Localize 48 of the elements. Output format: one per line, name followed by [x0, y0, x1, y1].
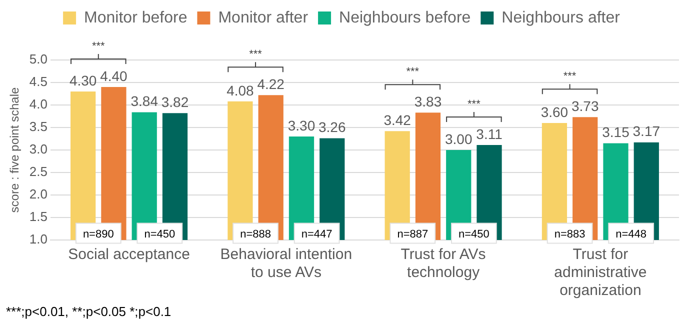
x-tick-label: Social acceptance: [68, 246, 190, 264]
y-tick-label: 3.0: [29, 142, 48, 157]
data-label: 3.42: [384, 112, 412, 128]
annotation: n=883: [554, 228, 586, 240]
data-label: 3.00: [444, 130, 472, 147]
legend-label: Neighbours before: [339, 9, 471, 26]
data-label: 4.40: [100, 68, 128, 84]
data-label: 3.11: [476, 126, 503, 142]
x-tick-label: Trust for AVs technology: [400, 246, 486, 282]
data-label: 3.60: [540, 104, 568, 120]
data-label: 3.30: [288, 117, 316, 134]
annotation: ***: [406, 66, 420, 78]
annotation: ***: [468, 98, 482, 111]
annotation: n=447: [301, 228, 332, 240]
legend-label: Monitor before: [84, 9, 188, 26]
data-label: 3.84: [130, 93, 158, 110]
y-tick-label: 2.0: [29, 186, 48, 202]
x-tick-label: Trust for administrative organization: [554, 246, 647, 300]
annotation: ***: [249, 48, 263, 61]
y-tick-label: 5.0: [29, 52, 48, 67]
y-tick-label: 3.5: [29, 119, 48, 134]
text: ***: [92, 40, 106, 53]
y-tick-label: 1.0: [29, 232, 48, 247]
x-tick-label: Behavioral intention to use AVs: [220, 246, 352, 282]
data-label: 3.83: [414, 94, 442, 110]
data-label: 4.08: [226, 82, 254, 98]
annotation: n=890: [82, 228, 114, 240]
y-tick-label: 4.5: [29, 74, 48, 90]
data-label: 3.17: [632, 123, 660, 140]
data-label: 3.82: [161, 94, 189, 110]
y-tick-label: 4.0: [29, 96, 48, 112]
data-label: 3.26: [318, 119, 346, 136]
data-label: 3.73: [571, 98, 599, 114]
annotation: ***: [563, 70, 577, 83]
legend-label: Neighbours after: [502, 9, 621, 26]
annotation: n=887: [397, 228, 428, 240]
data-label: 4.22: [257, 76, 285, 92]
text: ***;p<0.01, **;p<0.05 *;p<0.1: [6, 304, 172, 320]
annotation: n=448: [616, 228, 647, 240]
annotation: n=888: [240, 228, 271, 240]
annotation: n=450: [458, 228, 490, 240]
y-tick-label: 2.5: [29, 164, 48, 180]
legend-label: Monitor after: [218, 9, 309, 26]
y-axis-title: score : five point schale: [8, 86, 22, 213]
data-label: 3.15: [602, 124, 630, 140]
data-label: 4.30: [69, 72, 97, 88]
annotation: n=450: [144, 228, 176, 240]
y-tick-label: 1.5: [29, 209, 48, 224]
